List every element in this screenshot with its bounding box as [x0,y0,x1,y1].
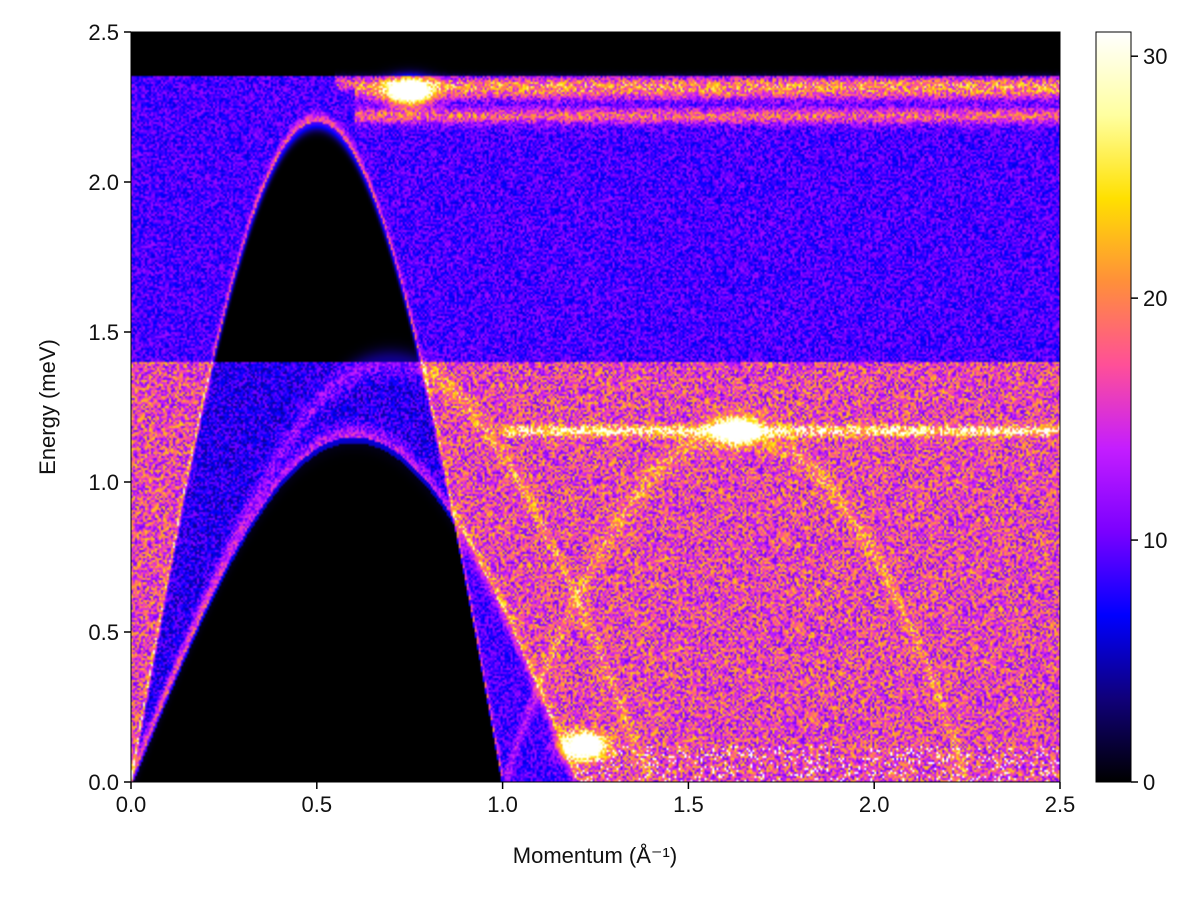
x-axis: 0.0 0.5 1.0 1.5 2.0 2.5 [116,782,1076,817]
x-tick-label: 0.0 [116,792,147,817]
colorbar-tick-label: 20 [1143,286,1167,311]
x-tick-label: 1.5 [673,792,704,817]
y-tick-label: 1.0 [88,470,119,495]
colorbar-tick-label: 0 [1143,770,1155,795]
x-tick-label: 1.0 [487,792,518,817]
y-tick-label: 2.5 [88,20,119,45]
x-tick-label: 2.5 [1045,792,1076,817]
y-tick-label: 0.5 [88,620,119,645]
plot-frame [130,31,1061,783]
heatmap-image [131,32,1060,782]
y-axis: 0.0 0.5 1.0 1.5 2.0 2.5 [88,20,131,795]
colorbar-tick-label: 10 [1143,528,1167,553]
y-tick-label: 1.5 [88,320,119,345]
y-axis-label: Energy (meV) [35,339,60,475]
heatmap-area [130,31,1061,783]
colorbar-scale [1095,31,1132,783]
y-tick-label: 0.0 [88,770,119,795]
y-tick-label: 2.0 [88,170,119,195]
colorbar: 0 10 20 30 [1095,31,1167,795]
x-axis-label: Momentum (Å⁻¹) [513,843,677,868]
x-tick-label: 0.5 [302,792,333,817]
x-tick-label: 2.0 [859,792,890,817]
colorbar-ticks: 0 10 20 30 [1131,44,1167,795]
colorbar-tick-label: 30 [1143,44,1167,69]
